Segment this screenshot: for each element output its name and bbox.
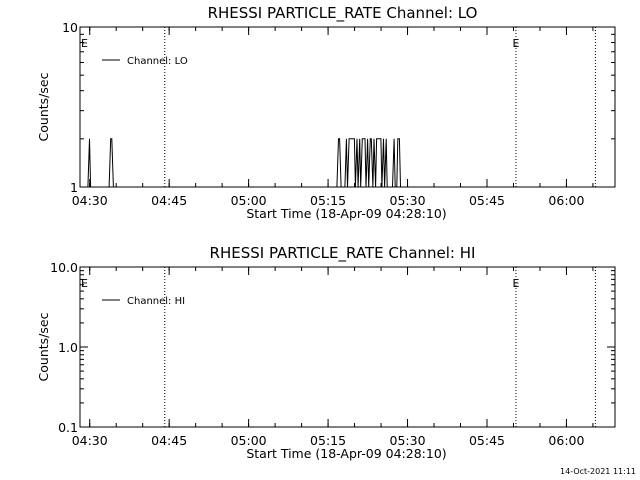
x-axis-title: Start Time (18-Apr-09 04:28:10) [246, 206, 446, 221]
x-tick-label: 04:30 [72, 433, 108, 448]
panel-hi: RHESSI PARTICLE_RATE Channel: HI 04:30 04:… [36, 244, 616, 461]
y-axis-title: Counts/sec [36, 72, 51, 141]
y-tick-label: 0.1 [58, 420, 78, 435]
x-tick-label: 06:00 [548, 433, 584, 448]
y-tick-label: 10 [62, 20, 78, 35]
x-tick-label: 05:30 [390, 433, 426, 448]
x-tick-label: 05:15 [310, 193, 346, 208]
x-tick-label: 05:00 [231, 433, 267, 448]
plot-frame [79, 266, 616, 428]
x-tick-label: 05:45 [469, 193, 505, 208]
x-tick-label: 06:00 [548, 193, 584, 208]
legend-label: Channel: LO [127, 56, 188, 67]
x-tick-label: 05:00 [231, 193, 267, 208]
chart-title: RHESSI PARTICLE_RATE Channel: LO [208, 4, 478, 23]
panel-lo: RHESSI PARTICLE_RATE Channel: LO 04:30 04:… [36, 4, 616, 221]
marker-label: E [512, 277, 519, 290]
marker-label: E [81, 277, 88, 290]
x-tick-label: 04:30 [72, 193, 108, 208]
y-axis-title: Counts/sec [36, 312, 51, 381]
chart-title: RHESSI PARTICLE_RATE Channel: HI [210, 244, 476, 263]
y-tick-label: 1 [70, 180, 78, 195]
legend-label: Channel: HI [127, 296, 185, 307]
marker-label: E [512, 37, 519, 50]
y-tick-label: 10.0 [50, 260, 78, 275]
x-tick-label: 05:15 [310, 433, 346, 448]
footer-timestamp: 14-Oct-2021 11:11 [560, 467, 636, 476]
plot-frame [79, 26, 616, 188]
series-line [80, 138, 615, 188]
x-tick-label: 05:45 [469, 433, 505, 448]
x-axis-title: Start Time (18-Apr-09 04:28:10) [246, 446, 446, 461]
marker-label: E [81, 37, 88, 50]
y-tick-label: 1.0 [58, 340, 78, 355]
x-tick-label: 04:45 [151, 193, 187, 208]
x-tick-label: 05:30 [390, 193, 426, 208]
x-tick-label: 04:45 [151, 433, 187, 448]
